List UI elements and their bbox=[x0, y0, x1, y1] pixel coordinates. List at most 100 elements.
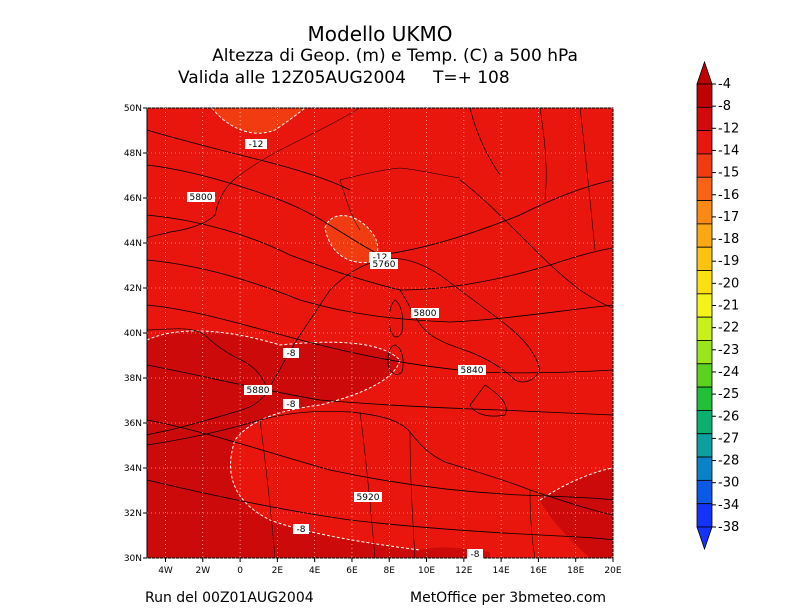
contour-label-bg bbox=[244, 385, 272, 395]
legend-label: -26 bbox=[718, 409, 739, 424]
contour-label: 5920 bbox=[357, 493, 380, 503]
legend-label: -38 bbox=[718, 520, 739, 535]
contour-label: -8 bbox=[471, 550, 480, 560]
legend-label: -12 bbox=[718, 121, 739, 136]
legend-label: -27 bbox=[718, 431, 739, 446]
legend-swatch bbox=[696, 479, 713, 505]
lon-tick-label: 20E bbox=[604, 566, 621, 576]
contour-label: 5800 bbox=[190, 193, 213, 203]
lon-tick-label: 16E bbox=[530, 566, 547, 576]
legend-label: -16 bbox=[718, 188, 739, 203]
run-info: Run del 00Z01AUG2004 bbox=[145, 590, 314, 606]
legend-swatch bbox=[696, 386, 713, 411]
legend-swatch bbox=[696, 316, 713, 341]
legend-label: -28 bbox=[718, 454, 739, 469]
contour-label-bg bbox=[354, 492, 382, 502]
lat-tick-label: 38N bbox=[124, 374, 142, 384]
lon-tick-label: 12E bbox=[455, 566, 472, 576]
chart-subtitle: Altezza di Geop. (m) e Temp. (C) a 500 h… bbox=[212, 46, 578, 66]
legend-swatch bbox=[696, 200, 713, 225]
contour-label: 5880 bbox=[247, 386, 270, 396]
legend-arrow-bottom bbox=[696, 526, 713, 551]
legend-swatch bbox=[696, 340, 713, 365]
legend-label: -25 bbox=[718, 387, 739, 402]
legend-label: -15 bbox=[718, 166, 739, 181]
lat-tick-label: 34N bbox=[124, 464, 142, 474]
contour-label: -8 bbox=[287, 400, 296, 410]
contour-label-bg bbox=[283, 399, 299, 409]
legend-label: -17 bbox=[718, 210, 739, 225]
legend-label: -34 bbox=[718, 498, 739, 513]
legend-label: -24 bbox=[718, 365, 739, 380]
contour-label-bg bbox=[283, 348, 299, 358]
lat-tick-label: 30N bbox=[124, 554, 142, 564]
cold-region-center bbox=[325, 215, 378, 263]
legend-swatch bbox=[696, 503, 713, 528]
contour-label-bg bbox=[370, 259, 398, 269]
lon-tick-label: 8E bbox=[384, 566, 396, 576]
legend-label: -4 bbox=[718, 77, 731, 92]
contour-label: 5760 bbox=[373, 260, 396, 270]
contour-label-bg bbox=[411, 308, 439, 318]
lon-tick-label: 14E bbox=[493, 566, 510, 576]
contour-label-bg bbox=[187, 192, 215, 202]
contour-label: -12 bbox=[373, 253, 388, 263]
contour-label-bg bbox=[369, 252, 391, 262]
legend-swatch bbox=[696, 130, 713, 155]
contour-label-bg bbox=[458, 365, 486, 375]
lon-tick-label: 18E bbox=[567, 566, 584, 576]
legend-label: -23 bbox=[718, 343, 739, 358]
legend-swatch bbox=[696, 176, 713, 201]
lon-tick-label: 2W bbox=[195, 566, 210, 576]
legend-swatch bbox=[696, 456, 713, 481]
warm-region-east bbox=[540, 468, 613, 558]
lon-tick-label: 6E bbox=[346, 566, 358, 576]
legend-label: -19 bbox=[718, 254, 739, 269]
legend-swatch bbox=[696, 363, 713, 388]
lat-tick-label: 40N bbox=[124, 329, 142, 339]
warm-region-west bbox=[147, 330, 420, 558]
lat-tick-label: 48N bbox=[124, 149, 142, 159]
legend-label: -18 bbox=[718, 232, 739, 247]
legend-swatch bbox=[696, 293, 713, 318]
legend-swatch bbox=[696, 433, 713, 458]
legend-label: -20 bbox=[718, 276, 739, 291]
valid-time: Valida alle 12Z05AUG2004 T=+ 108 bbox=[178, 68, 510, 88]
borders bbox=[239, 108, 596, 558]
legend-label: -30 bbox=[718, 476, 739, 491]
lon-tick-label: 4W bbox=[158, 566, 173, 576]
lat-tick-label: 32N bbox=[124, 509, 142, 519]
lat-tick-label: 46N bbox=[124, 194, 142, 204]
legend-swatch bbox=[696, 246, 713, 271]
legend-label: -21 bbox=[718, 299, 739, 314]
temperature-contours bbox=[147, 108, 613, 551]
lon-tick-label: 2E bbox=[272, 566, 284, 576]
legend-label: -14 bbox=[718, 143, 739, 158]
color-legend: -4 -8 -12 -14 -15 -16 -17 -18 -19 -20 -21 -22 -23 -24… bbox=[696, 60, 739, 551]
map-gridlines bbox=[147, 107, 614, 559]
lon-tick-label: 10E bbox=[418, 566, 435, 576]
map-ticks: 4W 2W 0 2E 4E 6E 8E 10E 12E 14E 16E 18E 20E 50N 48N 46N… bbox=[124, 104, 622, 576]
contour-label-bg bbox=[467, 549, 483, 559]
lon-tick-label: 0 bbox=[237, 566, 243, 576]
lat-tick-label: 42N bbox=[124, 284, 142, 294]
legend-swatch bbox=[696, 153, 713, 178]
contour-label-bg bbox=[245, 139, 267, 149]
lat-tick-label: 36N bbox=[124, 419, 142, 429]
contour-label-bg bbox=[293, 524, 309, 534]
contour-label: -8 bbox=[287, 349, 296, 359]
contour-label: -8 bbox=[297, 525, 306, 535]
credit: MetOffice per 3bmeteo.com bbox=[410, 590, 607, 606]
lat-tick-label: 50N bbox=[124, 104, 142, 114]
legend-swatch bbox=[696, 270, 713, 295]
lat-tick-label: 44N bbox=[124, 239, 142, 249]
contour-label: -12 bbox=[249, 140, 264, 150]
contour-label: 5800 bbox=[414, 309, 437, 319]
lon-tick-label: 4E bbox=[309, 566, 321, 576]
legend-swatch bbox=[696, 106, 713, 132]
legend-swatch bbox=[696, 410, 713, 435]
legend-swatch bbox=[696, 223, 713, 248]
legend-label: -8 bbox=[718, 99, 731, 114]
